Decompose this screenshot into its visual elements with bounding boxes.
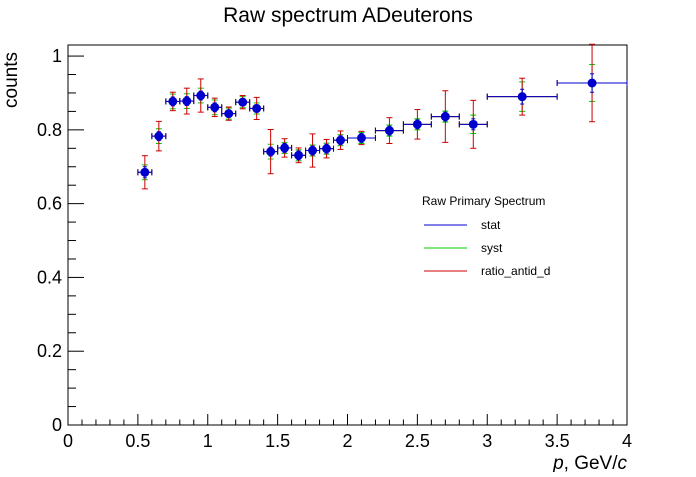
data-point <box>587 78 597 88</box>
data-point <box>280 143 290 153</box>
y-tick-label: 0.2 <box>37 341 62 361</box>
x-tick-label: 4 <box>622 431 632 451</box>
chart-title: Raw spectrum ADeuterons <box>223 4 473 27</box>
x-tick-label: 2.5 <box>405 431 430 451</box>
data-point <box>140 167 150 177</box>
data-points <box>137 43 628 190</box>
y-tick-label: 0.4 <box>37 267 62 287</box>
x-tick-label: 1.5 <box>265 431 290 451</box>
legend: Raw Primary Spectrum stat syst ratio_antid… <box>422 194 550 278</box>
y-tick-label: 0.8 <box>37 120 62 140</box>
x-axis-label-variable: p <box>552 453 564 472</box>
data-point <box>238 97 248 107</box>
data-point <box>266 147 276 157</box>
data-point <box>224 109 234 119</box>
legend-label: stat <box>481 218 501 232</box>
legend-title: Raw Primary Spectrum <box>422 194 545 208</box>
x-tick-label: 2 <box>342 431 352 451</box>
x-tick-label: 0 <box>63 431 73 451</box>
y-tick-label: 0 <box>52 415 62 435</box>
data-point <box>182 96 192 106</box>
data-point <box>440 112 450 122</box>
x-tick-label: 3.5 <box>545 431 570 451</box>
axes: 0 0.5 1 1.5 2 2.5 3 3.5 4 0 0.2 0.4 0.6 0.8 1 <box>37 44 632 451</box>
data-point <box>308 146 318 156</box>
x-tick-label: 1 <box>203 431 213 451</box>
y-tick-label: 1 <box>52 46 62 66</box>
data-point <box>356 133 366 143</box>
x-axis-label-text: , GeV/ <box>564 453 619 472</box>
data-point <box>322 144 332 154</box>
data-point <box>384 126 394 136</box>
data-point <box>468 119 478 129</box>
data-point <box>252 103 262 113</box>
y-tick-label: 0.6 <box>37 194 62 214</box>
plot-frame <box>67 44 628 426</box>
x-tick-label: 0.5 <box>125 431 150 451</box>
legend-label: syst <box>481 241 503 255</box>
data-point <box>294 150 304 160</box>
data-point <box>196 91 206 101</box>
x-axis-label: p, GeV/c <box>552 453 627 472</box>
x-axis-label-unit: c <box>618 453 628 472</box>
data-point <box>412 119 422 129</box>
x-tick-label: 3 <box>482 431 492 451</box>
data-point <box>336 135 346 145</box>
data-point <box>154 131 164 141</box>
data-point <box>210 102 220 112</box>
legend-label: ratio_antid_d <box>481 264 550 278</box>
data-point <box>517 92 527 102</box>
y-axis-label: counts <box>1 52 22 108</box>
data-point <box>168 96 178 106</box>
